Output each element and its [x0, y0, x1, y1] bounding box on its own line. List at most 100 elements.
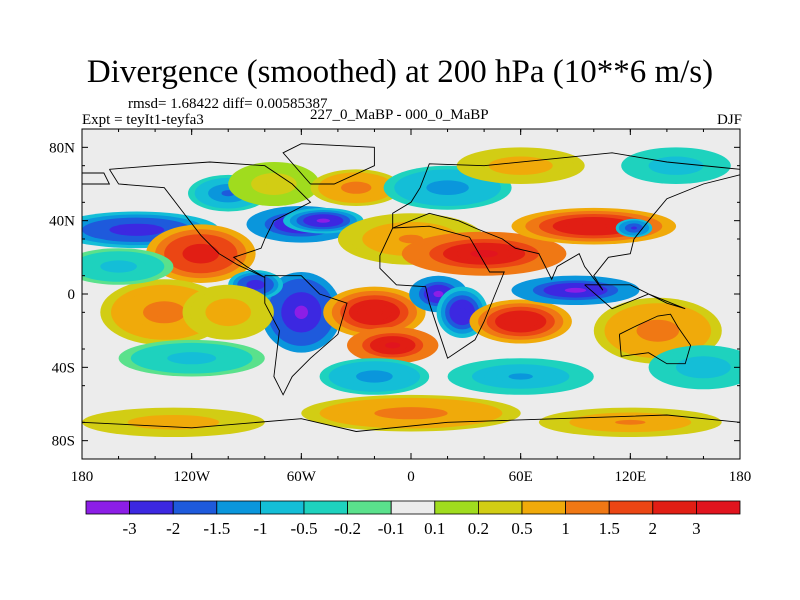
field-anomaly — [347, 327, 439, 364]
contour-band — [580, 223, 608, 230]
contour-band — [365, 308, 383, 317]
x-tick-label: 60E — [509, 469, 533, 485]
contour-band — [220, 307, 236, 317]
rmsd-diff-label: rmsd= 1.68422 diff= 0.00585387 — [128, 96, 328, 112]
colorbar-label: -1 — [253, 519, 267, 538]
field-anomaly — [323, 286, 426, 338]
colorbar-swatch — [172, 500, 218, 515]
colorbar-label: 1 — [561, 519, 570, 538]
y-tick-label: 40S — [52, 360, 75, 376]
contour-band — [694, 363, 713, 371]
colorbar-swatch — [85, 500, 130, 515]
colorbar-swatch — [565, 500, 610, 515]
colorbar-swatch — [521, 500, 566, 515]
contour-band — [251, 282, 261, 288]
coastline — [618, 313, 692, 365]
continent-outlines — [82, 143, 740, 432]
y-tick-label: 0 — [68, 287, 76, 303]
contour-band — [294, 305, 308, 319]
x-tick-label: 0 — [407, 469, 415, 485]
y-tick-label: 80S — [52, 434, 75, 450]
contour-band — [109, 263, 128, 270]
colorbar-label: 2 — [649, 519, 658, 538]
contour-band — [508, 373, 533, 380]
field-anomaly — [621, 147, 731, 184]
y-tick-label: 40N — [49, 214, 75, 230]
coastline — [282, 143, 375, 185]
colorbar-label: 0.1 — [424, 519, 445, 538]
field-anomaly — [283, 207, 364, 234]
colorbar-label: 1.5 — [599, 519, 620, 538]
contour-band — [615, 419, 646, 425]
coastline — [82, 414, 740, 432]
colorbar-label: -0.2 — [334, 519, 361, 538]
field-anomaly — [261, 272, 342, 353]
colorbar-swatch — [696, 500, 741, 515]
field-anomaly — [319, 358, 430, 395]
x-tick-label: 180 — [729, 469, 752, 485]
coastline — [584, 284, 686, 310]
x-tick-label: 180 — [71, 469, 94, 485]
contour-band — [365, 373, 384, 380]
colorbar-swatch — [259, 500, 305, 515]
x-tick-label: 120W — [173, 469, 211, 485]
colorbar-swatch — [652, 500, 697, 515]
colorbar-label: -0.1 — [378, 519, 405, 538]
field-anomaly — [146, 224, 256, 283]
contour-band — [153, 306, 175, 318]
contour-band — [348, 184, 364, 191]
x-tick-label: 120E — [614, 469, 646, 485]
field-anomaly — [538, 407, 722, 437]
coastline — [109, 161, 312, 278]
colorbar-label: -0.5 — [291, 519, 318, 538]
field-anomaly — [82, 248, 174, 285]
field-anomaly — [615, 218, 653, 238]
contour-band — [510, 162, 532, 169]
field-anomaly — [228, 162, 320, 206]
contour-band — [179, 355, 204, 362]
field-anomaly — [82, 407, 265, 437]
contour-band — [564, 287, 587, 293]
contour-band — [512, 317, 530, 326]
colorbar-swatch — [477, 500, 523, 515]
contour-band — [191, 248, 210, 259]
season-label: DJF — [716, 112, 742, 128]
experiment-label: Expt = teyIt1-teyfa3 — [82, 112, 204, 128]
y-axis: 80N 40N 0 40S 80S — [49, 128, 740, 460]
contour-band — [436, 184, 459, 192]
field-anomaly — [469, 299, 572, 344]
x-axis: 180 120W 60W 0 60E 120E 180 — [71, 129, 752, 485]
colorbar-swatch — [347, 500, 392, 515]
contour-band — [433, 290, 444, 298]
colorbar-swatch — [608, 500, 654, 515]
coastline — [379, 225, 505, 359]
field-anomaly — [648, 345, 740, 390]
colorbar-swatch — [129, 500, 174, 515]
chart-title: Divergence (smoothed) at 200 hPa (10**6 … — [86, 54, 714, 90]
colorbar-label: 0.2 — [468, 519, 489, 538]
colorbar-swatch — [390, 500, 436, 515]
colorbar: -3 -2 -1.5 -1 -0.5 -0.2 -0.1 0.1 0.2 0.5 1 1.5 2 3 — [85, 500, 741, 538]
divergence-field — [82, 129, 740, 459]
contour-band — [385, 342, 401, 349]
colorbar-label: -1.5 — [203, 519, 230, 538]
contour-band — [666, 162, 686, 169]
contour-band — [647, 325, 669, 337]
colorbar-label: -2 — [166, 519, 180, 538]
field-anomaly — [310, 169, 402, 206]
period-label: 227_0_MaBP - 000_0_MaBP — [310, 107, 489, 123]
coastline — [82, 172, 111, 185]
colorbar-swatch — [303, 500, 348, 515]
contour-band — [266, 180, 282, 188]
field-anomaly — [118, 339, 265, 377]
field-anomaly — [447, 358, 594, 395]
field-anomaly — [511, 275, 640, 305]
contour-band — [158, 419, 189, 425]
colorbar-label: 3 — [692, 519, 701, 538]
colorbar-label: 0.5 — [511, 519, 532, 538]
colorbar-label: -3 — [123, 519, 137, 538]
field-anomaly — [401, 231, 567, 276]
colorbar-swatch — [216, 500, 261, 515]
contour-band — [457, 308, 467, 317]
